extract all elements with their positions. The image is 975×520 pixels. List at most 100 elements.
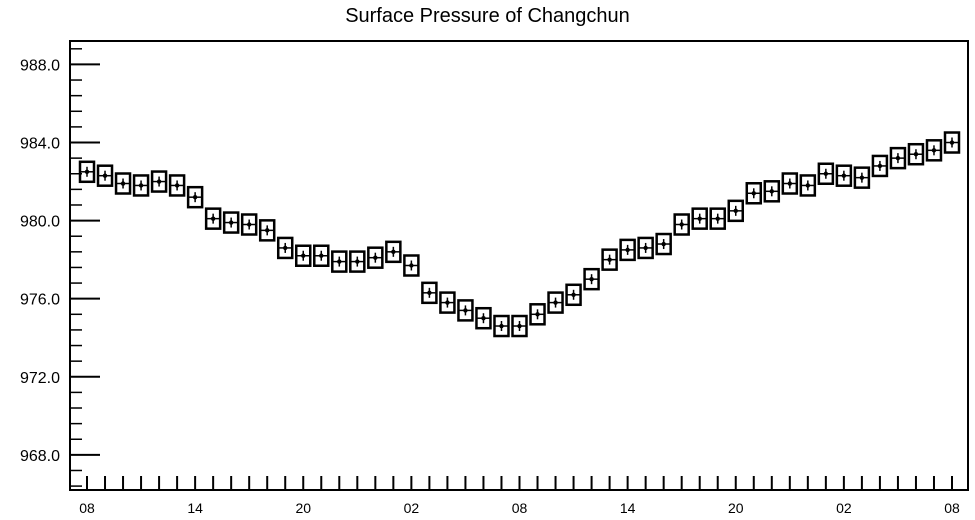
point-dot <box>246 222 252 227</box>
data-point <box>186 185 204 209</box>
data-point <box>457 299 474 322</box>
data-point <box>295 244 312 267</box>
point-dot <box>337 259 342 264</box>
point-dot <box>607 257 612 262</box>
data-point <box>331 250 348 273</box>
point-dot <box>192 194 198 200</box>
point-dot <box>895 155 901 161</box>
point-dot <box>84 169 90 174</box>
data-point <box>367 246 384 269</box>
point-dot <box>445 300 450 305</box>
data-point <box>907 142 925 166</box>
point-dot <box>643 245 648 251</box>
data-point <box>204 207 222 230</box>
point-dot <box>481 316 486 321</box>
data-point <box>925 139 943 162</box>
data-point <box>385 240 402 264</box>
data-point <box>745 182 763 205</box>
x-axis: 08 14 20 02 08 14 20 02 08 <box>79 476 960 516</box>
point-dot <box>877 163 883 169</box>
y-tick-label: 984.0 <box>20 136 60 153</box>
data-point <box>168 174 186 197</box>
point-dot <box>841 173 847 178</box>
point-dot <box>589 276 594 282</box>
point-dot <box>949 140 955 145</box>
point-dot <box>823 171 829 176</box>
data-point <box>673 213 690 236</box>
point-dot <box>625 247 630 253</box>
data-point <box>132 174 150 197</box>
y-tick-label: 976.0 <box>20 292 60 309</box>
plot-frame <box>69 40 969 491</box>
x-tick-label: 02 <box>836 500 852 516</box>
point-dot <box>409 263 414 268</box>
point-dot <box>156 179 162 184</box>
data-point <box>583 267 600 291</box>
point-dot <box>391 249 396 255</box>
data-point <box>619 238 636 262</box>
point-dot <box>553 300 558 305</box>
data-point <box>601 248 618 271</box>
point-dot <box>301 253 306 258</box>
point-dot <box>697 216 702 221</box>
data-point <box>511 314 528 338</box>
data-point <box>258 219 276 242</box>
point-dot <box>679 222 684 227</box>
y-tick-label: 988.0 <box>20 57 60 74</box>
y-tick-label: 980.0 <box>20 214 60 231</box>
data-point <box>709 207 726 230</box>
y-tick-label: 968.0 <box>20 448 60 465</box>
data-point <box>78 160 96 184</box>
data-point <box>421 281 438 305</box>
point-dot <box>805 183 811 188</box>
point-dot <box>787 181 793 186</box>
data-point <box>637 236 654 260</box>
x-tick-label: 08 <box>79 500 95 516</box>
data-point <box>114 172 132 195</box>
point-dot <box>733 208 738 214</box>
data-point <box>222 211 240 234</box>
point-dot <box>715 216 720 221</box>
point-dot <box>174 183 180 188</box>
point-dot <box>120 181 126 186</box>
data-point <box>799 174 817 197</box>
point-dot <box>571 292 576 297</box>
data-point <box>565 283 582 307</box>
point-dot <box>931 148 937 153</box>
point-dot <box>859 175 865 180</box>
y-tick-label: 972.0 <box>20 370 60 387</box>
data-point <box>96 164 114 187</box>
data-point <box>493 314 510 338</box>
data-point <box>727 199 744 223</box>
x-tick-label: 20 <box>728 500 744 516</box>
point-dot <box>427 290 432 296</box>
x-tick-label: 14 <box>187 500 203 516</box>
point-dot <box>661 241 666 247</box>
x-tick-label: 08 <box>944 500 960 516</box>
data-point <box>349 250 366 273</box>
point-dot <box>499 323 504 329</box>
data-point <box>781 172 799 195</box>
data-point <box>150 170 168 193</box>
data-point <box>943 131 961 154</box>
point-dot <box>102 173 108 178</box>
data-point <box>655 232 672 256</box>
point-dot <box>769 189 774 194</box>
point-dot <box>210 216 216 221</box>
data-point <box>871 154 889 178</box>
point-dot <box>355 259 360 264</box>
data-point <box>475 306 492 330</box>
point-dot <box>373 255 378 260</box>
y-axis: 968.0 972.0 976.0 980.0 984.0 988.0 <box>20 48 100 487</box>
data-point <box>313 244 330 267</box>
x-tick-label: 14 <box>620 500 636 516</box>
point-dot <box>319 253 324 258</box>
data-point <box>547 291 564 314</box>
point-dot <box>463 308 468 313</box>
x-tick-label: 20 <box>295 500 311 516</box>
data-point <box>691 207 708 230</box>
data-point <box>240 213 258 236</box>
point-dot <box>751 191 756 196</box>
point-dot <box>913 152 919 157</box>
point-dot <box>228 220 234 225</box>
